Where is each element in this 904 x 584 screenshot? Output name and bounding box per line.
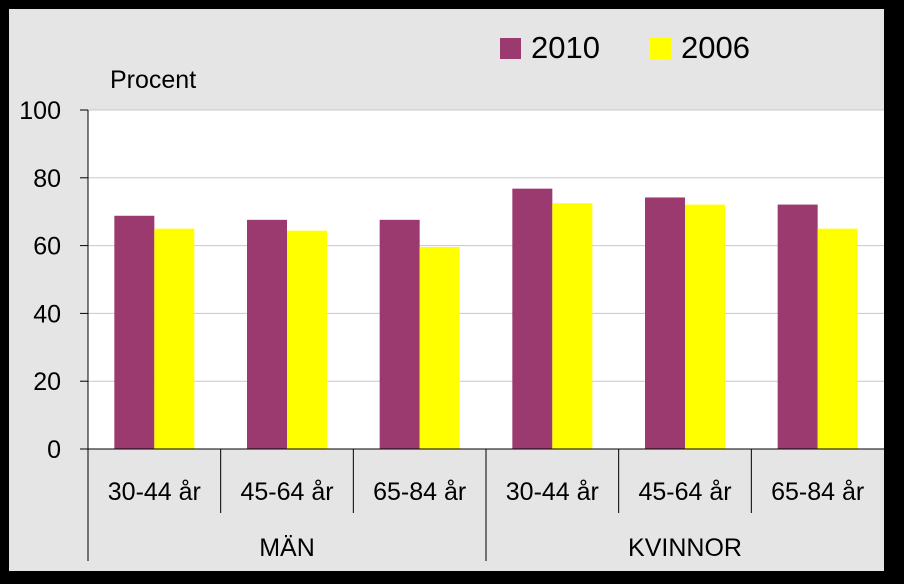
- legend-swatch-2010: [500, 38, 521, 59]
- y-tick-label: 60: [33, 233, 61, 261]
- y-tick-labels: 0 20 40 60 80 100: [19, 97, 61, 464]
- x-category-label: 45-64 år: [638, 478, 731, 506]
- legend-swatch-2006: [650, 38, 671, 59]
- plot-area: [88, 110, 884, 449]
- chart-panel: 0 20 40 60 80 100 30-44 år 45-64 år 65-84 år 30-…: [9, 9, 884, 571]
- bar-2006-0: [154, 228, 195, 449]
- x-group-labels: MÄN KVINNOR: [259, 534, 742, 562]
- bar-2010-4: [645, 197, 685, 449]
- bar-2010-5: [777, 204, 818, 449]
- bar-2006-5: [817, 228, 858, 449]
- y-tick-label: 20: [33, 368, 61, 396]
- bars: [114, 188, 858, 449]
- bar-2006-3: [552, 203, 593, 449]
- bar-2010-2: [379, 219, 420, 449]
- bar-2010-3: [512, 188, 553, 449]
- legend-label: 2006: [681, 30, 750, 65]
- y-tick-label: 0: [47, 436, 61, 464]
- x-category-label: 65-84 år: [771, 478, 864, 506]
- x-group-label: MÄN: [259, 534, 315, 562]
- bar-2010-0: [114, 215, 155, 449]
- x-category-label: 30-44 år: [506, 478, 599, 506]
- x-group-label: KVINNOR: [628, 534, 742, 562]
- y-tick-label: 80: [33, 165, 61, 193]
- bar-2006-2: [419, 246, 460, 449]
- y-axis-label: Procent: [110, 66, 196, 94]
- bar-2006-4: [685, 204, 725, 449]
- x-category-label: 65-84 år: [373, 478, 466, 506]
- x-category-label: 30-44 år: [108, 478, 201, 506]
- y-tick-label: 40: [33, 300, 61, 328]
- gridlines: [88, 109, 884, 382]
- legend: 2010 2006: [500, 30, 750, 65]
- axes: [80, 109, 884, 561]
- bar-2010-1: [247, 219, 287, 449]
- x-category-label: 45-64 år: [240, 478, 333, 506]
- x-category-labels: 30-44 år 45-64 år 65-84 år 30-44 år 45-64 år…: [108, 478, 864, 506]
- bar-2006-1: [287, 230, 327, 449]
- y-tick-label: 100: [19, 97, 61, 125]
- legend-label: 2010: [531, 30, 600, 65]
